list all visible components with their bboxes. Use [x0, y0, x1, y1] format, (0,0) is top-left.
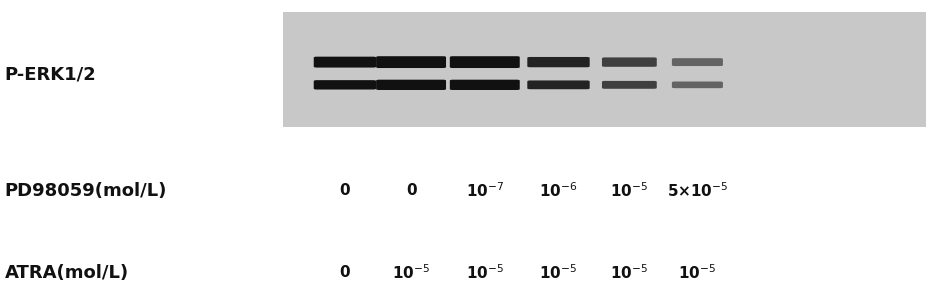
FancyBboxPatch shape: [376, 56, 446, 68]
Text: 5×10$^{-5}$: 5×10$^{-5}$: [666, 181, 728, 200]
Text: 10$^{-6}$: 10$^{-6}$: [539, 181, 577, 200]
FancyBboxPatch shape: [671, 82, 722, 88]
FancyBboxPatch shape: [601, 57, 656, 67]
Text: 10$^{-5}$: 10$^{-5}$: [678, 263, 716, 282]
FancyBboxPatch shape: [449, 56, 519, 68]
FancyBboxPatch shape: [671, 58, 722, 66]
FancyBboxPatch shape: [376, 80, 446, 90]
Text: 0: 0: [339, 183, 350, 198]
FancyBboxPatch shape: [449, 80, 519, 90]
FancyBboxPatch shape: [527, 80, 589, 89]
Text: 10$^{-5}$: 10$^{-5}$: [610, 181, 648, 200]
Text: P-ERK1/2: P-ERK1/2: [5, 65, 96, 83]
FancyBboxPatch shape: [313, 80, 376, 90]
Text: 10$^{-5}$: 10$^{-5}$: [465, 263, 503, 282]
Text: 10$^{-5}$: 10$^{-5}$: [392, 263, 430, 282]
Text: 10$^{-5}$: 10$^{-5}$: [539, 263, 577, 282]
FancyBboxPatch shape: [283, 12, 925, 127]
Text: ATRA(mol/L): ATRA(mol/L): [5, 264, 128, 282]
Text: 10$^{-5}$: 10$^{-5}$: [610, 263, 648, 282]
Text: 0: 0: [405, 183, 416, 198]
Text: PD98059(mol/L): PD98059(mol/L): [5, 182, 167, 200]
Text: 0: 0: [339, 265, 350, 280]
FancyBboxPatch shape: [601, 81, 656, 89]
Text: 10$^{-7}$: 10$^{-7}$: [465, 181, 503, 200]
FancyBboxPatch shape: [313, 57, 376, 68]
FancyBboxPatch shape: [527, 57, 589, 67]
